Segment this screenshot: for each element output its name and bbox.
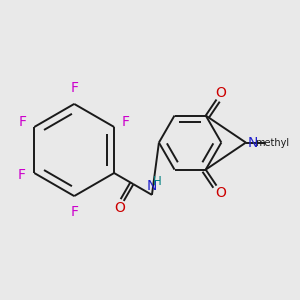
Text: O: O bbox=[114, 201, 125, 215]
Text: N: N bbox=[247, 136, 258, 150]
Text: F: F bbox=[70, 205, 78, 219]
Text: O: O bbox=[216, 85, 226, 100]
Text: F: F bbox=[19, 115, 27, 129]
Text: F: F bbox=[18, 168, 26, 182]
Text: methyl: methyl bbox=[256, 138, 290, 148]
Text: F: F bbox=[70, 81, 78, 95]
Text: H: H bbox=[152, 175, 161, 188]
Text: O: O bbox=[216, 185, 226, 200]
Text: N: N bbox=[147, 178, 157, 193]
Text: F: F bbox=[122, 115, 130, 129]
